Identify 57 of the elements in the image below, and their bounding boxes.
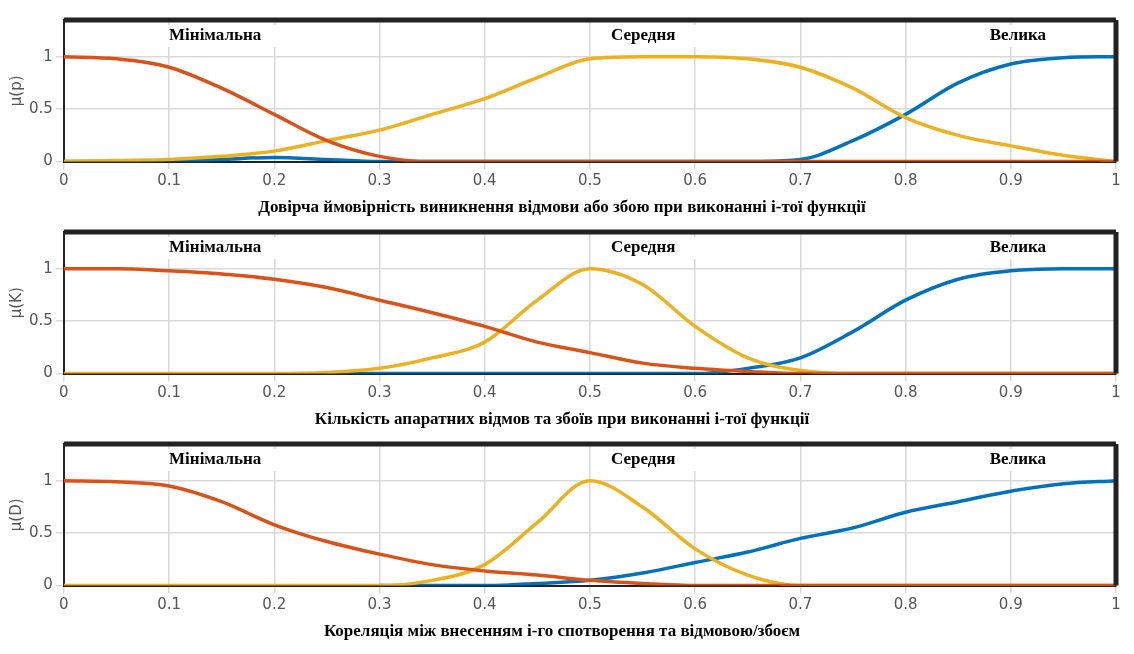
x-tick-label: 0.1 [157, 171, 181, 190]
x-axis-title: Кількість апаратних відмов та збоїв при виконанні і-тої функції [314, 409, 810, 429]
x-tick-label: 0.4 [472, 383, 497, 402]
x-tick-label: 1 [1111, 383, 1121, 402]
x-tick-label: 0.2 [262, 383, 287, 402]
y-tick-label: 0 [43, 575, 53, 594]
y-axis-title: μ(K) [6, 287, 25, 319]
x-tick-label: 0.7 [788, 171, 813, 190]
x-tick-label: 1 [1111, 595, 1121, 614]
y-tick-label: 1 [43, 258, 53, 277]
x-tick-label: 0 [59, 595, 69, 614]
y-tick-label: 1 [43, 470, 53, 489]
y-axis-title: μ(D) [6, 498, 25, 532]
series-label: Велика [989, 25, 1047, 45]
x-axis-title: Довірча ймовірність виникнення відмови або збою при виконанні і-тої функції [258, 197, 866, 217]
x-tick-label: 0.6 [683, 171, 708, 190]
series-label: Велика [989, 449, 1047, 469]
y-tick-label: 1 [43, 46, 53, 65]
x-tick-label: 0.4 [472, 171, 497, 190]
x-tick-label: 0.8 [893, 171, 918, 190]
y-tick-label: 0 [43, 151, 53, 170]
y-tick-label: 0.5 [29, 99, 53, 118]
x-tick-label: 0.8 [893, 383, 918, 402]
x-tick-label: 0.9 [998, 383, 1023, 402]
x-tick-label: 0 [59, 383, 69, 402]
y-tick-label: 0.5 [29, 523, 53, 542]
series-label: Мінімальна [169, 237, 262, 257]
x-tick-label: 0.2 [262, 595, 287, 614]
series-label: Велика [989, 237, 1047, 257]
y-tick-label: 0 [43, 363, 53, 382]
x-tick-label: 0.8 [893, 595, 918, 614]
x-tick-label: 0.6 [683, 595, 708, 614]
x-tick-label: 0.3 [367, 595, 392, 614]
series-label: Мінімальна [169, 25, 262, 45]
series-label: Середня [610, 449, 676, 469]
x-tick-label: 0.6 [683, 383, 708, 402]
x-tick-label: 0.4 [472, 595, 497, 614]
x-tick-label: 0.3 [367, 171, 392, 190]
x-tick-label: 0.5 [578, 383, 602, 402]
x-tick-label: 0.7 [788, 383, 813, 402]
x-tick-label: 0.9 [998, 595, 1023, 614]
x-tick-label: 0.3 [367, 383, 392, 402]
y-axis-title: μ(p) [6, 75, 25, 107]
x-tick-label: 0 [59, 171, 69, 190]
y-tick-label: 0.5 [29, 311, 53, 330]
x-tick-label: 0.1 [157, 595, 181, 614]
series-label: Мінімальна [169, 449, 262, 469]
x-tick-label: 1 [1111, 171, 1121, 190]
x-axis-title: Кореляція між внесенням і-го спотворення та відмовою/збоєм [323, 621, 801, 641]
x-tick-label: 0.1 [157, 383, 181, 402]
x-tick-label: 0.5 [578, 171, 602, 190]
series-label: Середня [610, 25, 676, 45]
x-tick-label: 0.9 [998, 171, 1023, 190]
x-tick-label: 0.7 [788, 595, 813, 614]
x-tick-label: 0.5 [578, 595, 602, 614]
x-tick-label: 0.2 [262, 171, 287, 190]
series-label: Середня [610, 237, 676, 257]
